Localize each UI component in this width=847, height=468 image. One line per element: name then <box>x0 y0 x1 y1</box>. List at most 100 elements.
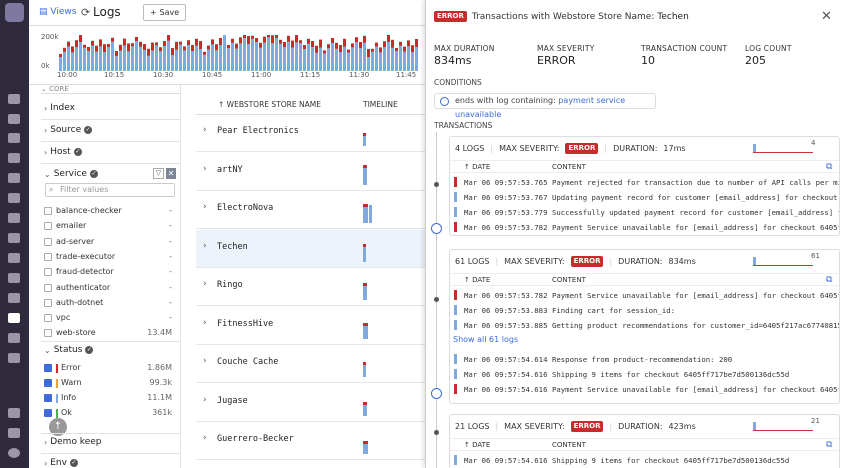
show-all-logs-link[interactable]: Show all 61 logs <box>453 335 519 344</box>
facet-checkbox[interactable] <box>44 252 52 261</box>
histogram-error-bar <box>219 38 222 45</box>
table-row[interactable]: › FitnessHive <box>196 307 425 345</box>
col-date[interactable]: ↑ DATE <box>464 276 490 284</box>
synthetics-icon[interactable] <box>8 293 20 303</box>
facet-checkbox[interactable] <box>44 268 52 277</box>
log-date: Mar 06 09:57:53.782 <box>464 223 548 232</box>
table-row[interactable]: › Couche Cache <box>196 345 425 383</box>
chevron-right-icon[interactable]: › <box>203 163 207 174</box>
help-icon[interactable] <box>8 428 20 438</box>
timeline-cell <box>363 428 423 454</box>
open-external-icon[interactable]: ⧉ <box>826 440 833 450</box>
chevron-right-icon[interactable]: › <box>203 240 207 251</box>
infrastructure-icon[interactable] <box>8 153 20 163</box>
open-external-icon[interactable]: ⧉ <box>826 162 833 172</box>
log-row[interactable]: Mar 06 09:57:53.779 Successfully updated … <box>450 205 839 219</box>
col-date[interactable]: ↑ DATE <box>464 163 490 171</box>
facet-status[interactable]: ⌄ Status ✓ <box>44 345 94 355</box>
chevron-right-icon[interactable]: › <box>203 433 207 443</box>
facet-env[interactable]: › Env ✓ <box>44 458 78 468</box>
max-severity-label: MAX SEVERITY: <box>504 421 565 431</box>
table-row[interactable]: › Guerrero-Becker <box>196 422 425 460</box>
facet-checkbox[interactable] <box>44 298 52 307</box>
table-row[interactable]: › ElectroNova <box>196 191 425 229</box>
table-row[interactable]: › Pear Electronics <box>196 114 425 152</box>
table-row[interactable]: › Jugase <box>196 384 425 422</box>
search-icon[interactable] <box>8 94 20 104</box>
table-row[interactable]: › artNY <box>196 153 425 191</box>
facet-checkbox[interactable] <box>44 237 52 246</box>
save-button[interactable]: + Save <box>143 4 186 21</box>
service-filter-input[interactable]: ⌕ Filter values <box>45 183 175 197</box>
condition-chip[interactable]: ends with log containing: payment servic… <box>434 93 656 119</box>
dashboards-icon[interactable] <box>8 133 20 143</box>
log-row[interactable]: Mar 06 09:57:53.782 Payment Service unava… <box>450 288 839 302</box>
apm-icon[interactable] <box>8 233 20 243</box>
log-row[interactable]: Mar 06 09:57:53.883 Finding cart for sess… <box>450 303 839 317</box>
chevron-right-icon[interactable]: › <box>203 356 207 366</box>
duration-value: 834ms <box>668 256 696 266</box>
chevron-right-icon[interactable]: › <box>203 317 207 328</box>
log-row[interactable]: Mar 06 09:57:54.614 Response from product… <box>450 352 839 366</box>
avatar[interactable] <box>8 448 20 458</box>
facet-host[interactable]: › Host ✓ <box>44 147 82 157</box>
log-row[interactable]: Mar 06 09:57:53.782 Payment Service unava… <box>450 220 839 234</box>
monitors-icon[interactable] <box>8 173 20 183</box>
open-external-icon[interactable]: ⧉ <box>826 275 833 285</box>
chevron-right-icon[interactable]: › <box>203 394 207 405</box>
metrics-icon[interactable] <box>8 193 20 203</box>
col-store-name[interactable]: ↑ WEBSTORE STORE NAME <box>218 100 321 109</box>
status-checkbox[interactable] <box>44 409 52 417</box>
facet-checkbox[interactable] <box>44 222 52 231</box>
rum-icon[interactable] <box>8 353 20 363</box>
log-row[interactable]: Mar 06 09:57:53.885 Getting product recom… <box>450 318 839 332</box>
facet-demo-keep[interactable]: › Demo keep <box>44 437 101 447</box>
chat-icon[interactable] <box>8 408 20 418</box>
filter-funnel-icon[interactable]: ▽ <box>153 168 164 179</box>
logs-icon[interactable] <box>8 313 20 323</box>
histogram-bar <box>235 48 238 71</box>
chevron-right-icon[interactable]: › <box>203 125 207 135</box>
datadog-logo[interactable] <box>5 3 24 22</box>
status-checkbox[interactable] <box>44 364 52 372</box>
facet-checkbox[interactable] <box>44 314 52 323</box>
facet-value: web-store <box>56 328 96 338</box>
log-row[interactable]: Mar 06 09:57:54.616 Shipping 9 items for … <box>450 367 839 381</box>
col-timeline[interactable]: TIMELINE <box>363 100 398 109</box>
severity-badge: ERROR <box>570 420 604 432</box>
integrations-icon[interactable] <box>8 213 20 223</box>
network-icon[interactable] <box>8 273 20 283</box>
log-volume-histogram[interactable]: 200k 0k 10:00 10:15 10:30 10:45 11:00 11… <box>29 27 425 85</box>
table-row[interactable]: › Ringo <box>196 268 425 306</box>
facet-index[interactable]: › Index <box>44 103 75 113</box>
core-section-header[interactable]: ⌄ CORE <box>41 85 180 94</box>
log-row[interactable]: Mar 06 09:57:53.765 Payment rejected for … <box>450 175 839 189</box>
facet-checkbox[interactable] <box>44 207 52 215</box>
watchdog-icon[interactable] <box>8 114 20 124</box>
sparkline-count: 61 <box>811 252 820 260</box>
facet-service[interactable]: ⌄ Service ✓ <box>44 169 98 179</box>
views-link[interactable]: ▤ Views <box>39 7 77 17</box>
transaction-card[interactable]: 21 LOGS | MAX SEVERITY: ERROR | DURATION: 423m… <box>449 414 840 468</box>
col-date[interactable]: ↑ DATE <box>464 441 490 449</box>
scroll-top-button[interactable]: ↑ <box>49 418 67 436</box>
log-row[interactable]: Mar 06 09:57:54.616 Payment Service unava… <box>450 382 839 396</box>
log-row[interactable]: Mar 06 09:57:54.616 Shipping 9 items for … <box>450 453 839 467</box>
table-row[interactable]: › Techen <box>196 229 425 268</box>
chevron-right-icon[interactable]: › <box>203 202 207 212</box>
transaction-card[interactable]: 4 LOGS | MAX SEVERITY: ERROR | DURATION: 17ms 4… <box>449 136 840 236</box>
facet-checkbox[interactable] <box>44 283 52 292</box>
transaction-card[interactable]: 61 LOGS | MAX SEVERITY: ERROR | DURATION: 834m… <box>449 249 840 404</box>
notebooks-icon[interactable] <box>8 253 20 263</box>
clear-filter-icon[interactable]: ✕ <box>166 168 176 179</box>
log-row[interactable]: Mar 06 09:57:53.767 Updating payment reco… <box>450 190 840 204</box>
facet-checkbox[interactable] <box>44 329 52 338</box>
facet-source[interactable]: › Source ✓ <box>44 125 93 135</box>
status-checkbox[interactable] <box>44 379 52 387</box>
close-icon[interactable]: ✕ <box>821 9 832 24</box>
chevron-right-icon[interactable]: › <box>203 279 207 289</box>
security-icon[interactable] <box>8 333 20 343</box>
status-checkbox[interactable] <box>44 394 52 402</box>
duration-label: DURATION: <box>618 421 663 431</box>
log-content: Updating payment record for customer [em… <box>552 193 840 202</box>
